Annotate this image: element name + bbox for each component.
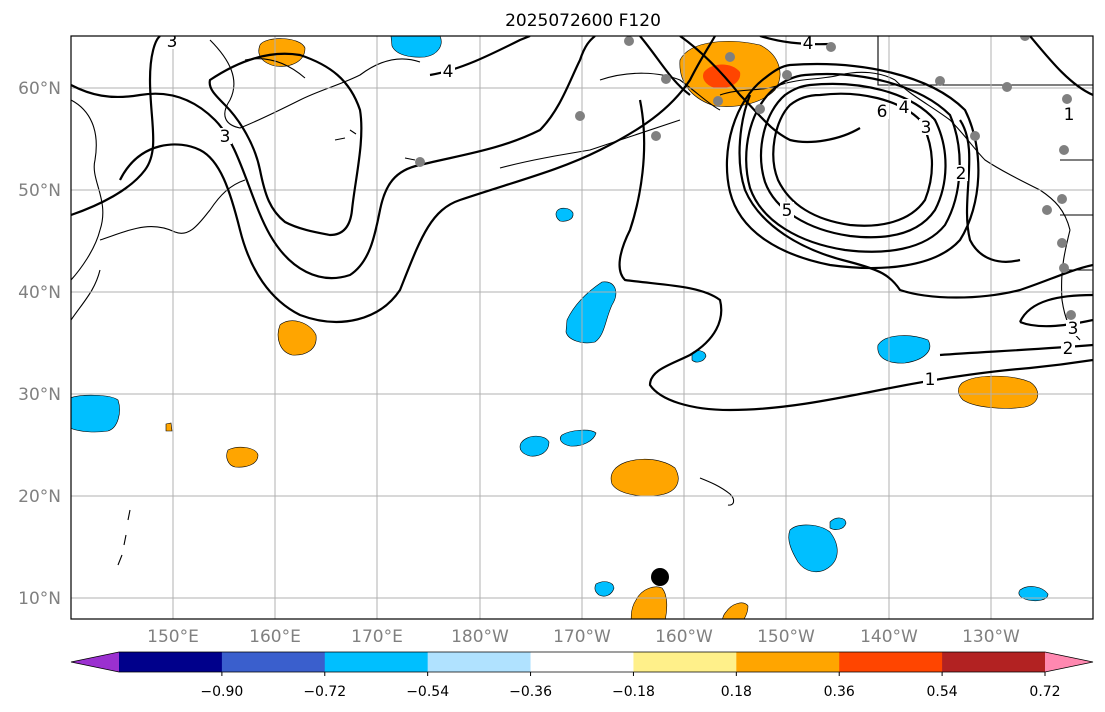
colorbar-tick-label: 0.72 bbox=[1029, 684, 1060, 700]
svg-text:2: 2 bbox=[956, 164, 967, 184]
svg-text:4: 4 bbox=[443, 62, 454, 82]
lat-tick-label: 60°N bbox=[18, 79, 61, 99]
lon-tick-label: 150°E bbox=[147, 627, 199, 647]
colorbar-extend-low bbox=[71, 652, 119, 672]
colorbar-segment bbox=[736, 652, 840, 672]
colorbar-segment bbox=[324, 652, 429, 672]
svg-text:3: 3 bbox=[167, 32, 178, 52]
lon-tick-label: 170°E bbox=[351, 627, 403, 647]
colorbar-tick-label: −0.72 bbox=[303, 684, 346, 700]
colorbar-tick-label: 0.18 bbox=[721, 684, 752, 700]
colorbar-segment bbox=[221, 652, 326, 672]
colorbar-tick-label: −0.90 bbox=[200, 684, 243, 700]
colorbar-segment bbox=[119, 652, 223, 672]
map-frame bbox=[70, 35, 1094, 620]
lat-tick-label: 20°N bbox=[18, 487, 61, 507]
lon-tick-label: 180°W bbox=[451, 627, 509, 647]
colorbar-tick-label: −0.18 bbox=[612, 684, 655, 700]
svg-text:1: 1 bbox=[1064, 105, 1075, 125]
map-title: 2025072600 F120 bbox=[505, 11, 661, 31]
lat-tick-label: 40°N bbox=[18, 283, 61, 303]
svg-text:6: 6 bbox=[877, 102, 888, 122]
lat-tick-label: 50°N bbox=[18, 181, 61, 201]
colorbar-segment bbox=[839, 652, 943, 672]
colorbar-tick-label: 0.36 bbox=[824, 684, 855, 700]
map-content: 3 4 3 4 6 4 3 5 2 1 3 2 1 bbox=[71, 32, 1093, 619]
colorbar-tick-label: 0.54 bbox=[927, 684, 958, 700]
svg-text:3: 3 bbox=[1068, 319, 1079, 339]
lon-tick-label: 150°W bbox=[757, 627, 815, 647]
negative-anomaly-areas bbox=[71, 36, 1049, 602]
colorbar-tick-label: −0.36 bbox=[509, 684, 552, 700]
svg-text:2: 2 bbox=[1063, 339, 1074, 359]
colorbar-tick-label: −0.54 bbox=[406, 684, 449, 700]
station-markers bbox=[415, 36, 1076, 320]
latitude-tick-labels: 60°N 50°N 40°N 30°N 20°N 10°N bbox=[18, 79, 61, 609]
coastlines bbox=[71, 36, 1093, 566]
svg-text:4: 4 bbox=[803, 34, 814, 54]
contour-lines bbox=[71, 36, 1093, 412]
svg-text:4: 4 bbox=[899, 98, 910, 118]
positive-anomaly-areas bbox=[165, 38, 1038, 619]
gridlines bbox=[71, 36, 1093, 619]
lon-tick-label: 160°E bbox=[249, 627, 301, 647]
colorbar-extend-high bbox=[1045, 652, 1093, 672]
lon-tick-label: 160°W bbox=[655, 627, 713, 647]
lon-tick-label: 170°W bbox=[553, 627, 611, 647]
svg-text:3: 3 bbox=[921, 118, 932, 138]
lon-tick-label: 140°W bbox=[860, 627, 918, 647]
colorbar-segment bbox=[942, 652, 1046, 672]
lat-tick-label: 30°N bbox=[18, 385, 61, 405]
contour-labels: 3 4 3 4 6 4 3 5 2 1 3 2 1 bbox=[165, 32, 1080, 390]
colorbar: −0.90 −0.72 −0.54 −0.36 −0.18 0.18 0.36 0.54 0.7… bbox=[70, 651, 1094, 700]
longitude-tick-labels: 150°E 160°E 170°E 180°W 170°W 160°W 150°… bbox=[147, 627, 1020, 647]
lon-tick-label: 130°W bbox=[962, 627, 1020, 647]
svg-text:3: 3 bbox=[220, 127, 231, 147]
svg-text:1: 1 bbox=[925, 370, 936, 390]
colorbar-segment bbox=[633, 652, 737, 672]
colorbar-segment bbox=[530, 652, 634, 672]
colorbar-outline bbox=[70, 651, 1094, 673]
lat-tick-label: 10°N bbox=[18, 589, 61, 609]
storm-center-marker bbox=[651, 568, 669, 586]
svg-text:5: 5 bbox=[782, 201, 793, 221]
colorbar-segment bbox=[427, 652, 532, 672]
